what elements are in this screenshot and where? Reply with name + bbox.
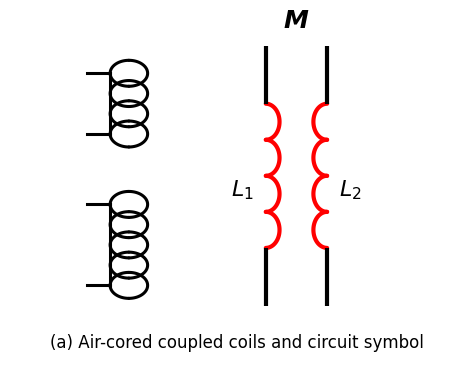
Text: $\boldsymbol{L_1}$: $\boldsymbol{L_1}$: [231, 179, 254, 202]
Text: $\boldsymbol{M}$: $\boldsymbol{M}$: [283, 10, 310, 33]
Text: $\boldsymbol{L_2}$: $\boldsymbol{L_2}$: [339, 179, 362, 202]
Text: (a) Air-cored coupled coils and circuit symbol: (a) Air-cored coupled coils and circuit …: [50, 335, 424, 352]
